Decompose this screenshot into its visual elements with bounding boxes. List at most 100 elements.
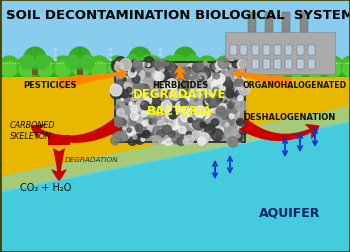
Circle shape xyxy=(166,63,169,66)
Circle shape xyxy=(224,104,229,108)
Circle shape xyxy=(144,127,146,130)
Bar xyxy=(263,46,270,56)
Circle shape xyxy=(189,109,193,112)
Circle shape xyxy=(169,120,180,131)
Circle shape xyxy=(73,62,89,78)
Circle shape xyxy=(136,116,142,121)
Circle shape xyxy=(189,119,198,129)
Circle shape xyxy=(207,81,211,85)
Bar xyxy=(297,46,304,56)
Circle shape xyxy=(134,70,145,81)
Circle shape xyxy=(140,86,142,88)
Circle shape xyxy=(225,123,229,127)
Polygon shape xyxy=(0,122,350,252)
Circle shape xyxy=(215,101,224,109)
Circle shape xyxy=(233,57,253,77)
Circle shape xyxy=(125,55,140,70)
Circle shape xyxy=(180,129,182,131)
Circle shape xyxy=(215,74,225,85)
Circle shape xyxy=(206,121,215,130)
Circle shape xyxy=(125,57,145,77)
Circle shape xyxy=(217,63,225,71)
Circle shape xyxy=(139,94,149,105)
Circle shape xyxy=(141,111,148,117)
Circle shape xyxy=(156,64,165,73)
Bar xyxy=(240,60,247,70)
Circle shape xyxy=(134,127,139,132)
Circle shape xyxy=(147,64,150,67)
Circle shape xyxy=(237,119,244,126)
Circle shape xyxy=(227,140,231,144)
Circle shape xyxy=(117,131,128,142)
Circle shape xyxy=(235,88,243,96)
Circle shape xyxy=(166,103,168,105)
Circle shape xyxy=(164,101,167,104)
Circle shape xyxy=(287,57,307,77)
Circle shape xyxy=(53,57,73,77)
Circle shape xyxy=(145,62,161,78)
Circle shape xyxy=(145,108,149,112)
Circle shape xyxy=(165,118,174,128)
Circle shape xyxy=(180,104,187,111)
Circle shape xyxy=(223,86,235,97)
Circle shape xyxy=(119,128,122,131)
Circle shape xyxy=(201,74,212,84)
Circle shape xyxy=(217,90,224,97)
Circle shape xyxy=(210,62,222,73)
Circle shape xyxy=(155,93,163,101)
Circle shape xyxy=(17,57,37,77)
Circle shape xyxy=(156,129,168,141)
Circle shape xyxy=(143,57,163,77)
Circle shape xyxy=(153,136,161,145)
Text: CARBONED
SKELETON: CARBONED SKELETON xyxy=(10,120,56,141)
Circle shape xyxy=(225,111,233,119)
Circle shape xyxy=(166,102,175,111)
Circle shape xyxy=(127,127,136,136)
Circle shape xyxy=(217,109,225,117)
Circle shape xyxy=(133,93,141,103)
Circle shape xyxy=(122,115,127,121)
Bar xyxy=(282,13,290,33)
Circle shape xyxy=(127,62,143,78)
Circle shape xyxy=(237,83,245,92)
Circle shape xyxy=(167,79,177,90)
Circle shape xyxy=(233,96,238,101)
Circle shape xyxy=(212,111,220,119)
Circle shape xyxy=(155,72,158,75)
Circle shape xyxy=(211,119,218,127)
Circle shape xyxy=(188,65,194,71)
Circle shape xyxy=(160,89,164,93)
Circle shape xyxy=(230,118,236,124)
Bar xyxy=(137,65,143,76)
Circle shape xyxy=(117,128,127,138)
Circle shape xyxy=(163,62,179,78)
Circle shape xyxy=(239,140,241,143)
Bar xyxy=(274,60,281,70)
Circle shape xyxy=(212,64,218,70)
Bar xyxy=(48,136,70,145)
Circle shape xyxy=(123,79,126,82)
Circle shape xyxy=(181,134,184,137)
Circle shape xyxy=(176,102,186,113)
Circle shape xyxy=(193,119,204,130)
Circle shape xyxy=(180,92,186,98)
Circle shape xyxy=(55,62,71,78)
Circle shape xyxy=(168,67,177,76)
Circle shape xyxy=(226,91,237,102)
Circle shape xyxy=(130,113,140,122)
Circle shape xyxy=(199,77,202,80)
Circle shape xyxy=(206,82,218,94)
Circle shape xyxy=(198,138,206,146)
Circle shape xyxy=(147,105,156,114)
Circle shape xyxy=(65,55,80,70)
Circle shape xyxy=(234,77,237,80)
Circle shape xyxy=(208,97,219,108)
Circle shape xyxy=(168,116,174,122)
Circle shape xyxy=(156,78,161,84)
Circle shape xyxy=(24,48,46,70)
Circle shape xyxy=(20,55,35,70)
Circle shape xyxy=(211,81,222,91)
Circle shape xyxy=(169,91,178,100)
Circle shape xyxy=(120,59,132,71)
Circle shape xyxy=(239,91,245,97)
